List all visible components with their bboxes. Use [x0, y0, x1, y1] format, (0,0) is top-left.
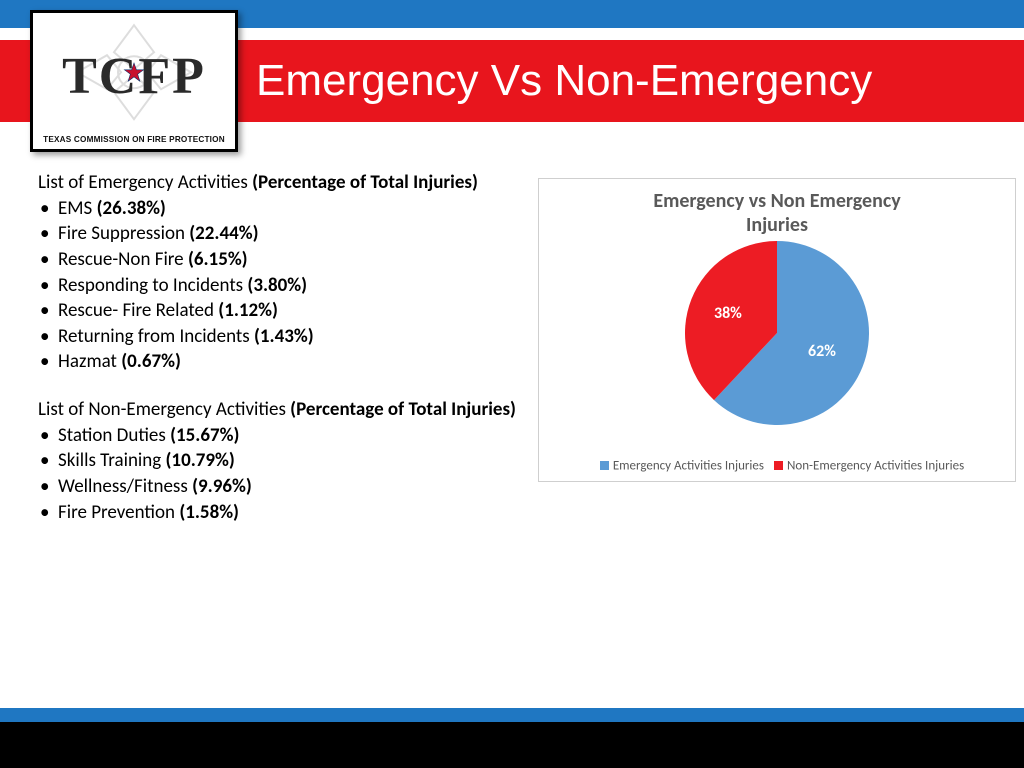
star-icon	[123, 62, 145, 84]
pie-wrap: 62% 38%	[685, 241, 869, 430]
list-item-label: Returning from Incidents	[58, 325, 254, 348]
content-area: List of Emergency Activities (Percentage…	[0, 122, 1024, 547]
list-item-label: Rescue-Non Fire	[58, 248, 188, 271]
list-item-pct: (15.67%)	[170, 424, 239, 447]
list-item: Rescue-Non Fire (6.15%)	[58, 247, 528, 273]
list-item-pct: (6.15%)	[188, 248, 248, 271]
legend-swatch	[600, 461, 609, 470]
list-item: Wellness/Fitness (9.96%)	[58, 474, 528, 500]
list-item-label: Skills Training	[58, 449, 166, 472]
list-item-label: Wellness/Fitness	[58, 475, 192, 498]
emergency-heading: List of Emergency Activities (Percentage…	[38, 170, 528, 196]
bottom-stripe	[0, 708, 1024, 722]
list-item-pct: (9.96%)	[192, 475, 252, 498]
list-item-pct: (1.58%)	[179, 501, 239, 524]
list-item-label: Hazmat	[58, 350, 121, 373]
list-item-pct: (26.38%)	[97, 197, 166, 220]
nonemergency-heading-bold: (Percentage of Total Injuries)	[290, 398, 516, 421]
page-title: Emergency Vs Non-Emergency	[256, 56, 872, 106]
list-item: Returning from Incidents (1.43%)	[58, 324, 528, 350]
list-item: Skills Training (10.79%)	[58, 448, 528, 474]
list-item-label: EMS	[58, 197, 97, 220]
chart-title-line1: Emergency vs Non Emergency	[653, 189, 900, 213]
emergency-heading-prefix: List of Emergency Activities	[38, 171, 252, 194]
list-item-pct: (0.67%)	[121, 350, 181, 373]
chart-title-line2: Injuries	[746, 213, 808, 237]
list-item: Fire Suppression (22.44%)	[58, 221, 528, 247]
list-item-pct: (10.79%)	[166, 449, 235, 472]
logo-subtitle: TEXAS COMMISSION ON FIRE PROTECTION	[33, 135, 235, 144]
emergency-heading-bold: (Percentage of Total Injuries)	[252, 171, 478, 194]
list-item: Fire Prevention (1.58%)	[58, 500, 528, 526]
list-item: Rescue- Fire Related (1.12%)	[58, 298, 528, 324]
logo: TCFP TEXAS COMMISSION ON FIRE PROTECTION	[30, 10, 238, 152]
pie-slice-label: 38%	[714, 304, 742, 323]
list-item-pct: (3.80%)	[247, 274, 307, 297]
list-item-label: Responding to Incidents	[58, 274, 247, 297]
nonemergency-heading: List of Non-Emergency Activities (Percen…	[38, 397, 528, 423]
bottom-bar	[0, 722, 1024, 768]
list-item-label: Fire Suppression	[58, 222, 189, 245]
chart-legend: Emergency Activities Injuries Non-Emergen…	[539, 458, 1015, 473]
list-item-label: Fire Prevention	[58, 501, 179, 524]
list-item-label: Station Duties	[58, 424, 170, 447]
chart-column: Emergency vs Non Emergency Injuries 62% 3…	[528, 170, 998, 547]
list-item: EMS (26.38%)	[58, 196, 528, 222]
pie-svg	[685, 241, 869, 425]
pie-chart: Emergency vs Non Emergency Injuries 62% 3…	[538, 178, 1016, 482]
legend-label: Emergency Activities Injuries	[613, 458, 764, 473]
nonemergency-heading-prefix: List of Non-Emergency Activities	[38, 398, 290, 421]
legend-label: Non-Emergency Activities Injuries	[787, 458, 964, 473]
emergency-list: EMS (26.38%)Fire Suppression (22.44%)Res…	[38, 196, 528, 375]
list-item-pct: (1.43%)	[254, 325, 314, 348]
legend-swatch	[774, 461, 783, 470]
list-item-pct: (22.44%)	[189, 222, 258, 245]
list-item: Station Duties (15.67%)	[58, 423, 528, 449]
list-item: Hazmat (0.67%)	[58, 349, 528, 375]
list-item-label: Rescue- Fire Related	[58, 299, 218, 322]
pie-slice-label: 62%	[808, 342, 836, 361]
list-item-pct: (1.12%)	[218, 299, 278, 322]
chart-title: Emergency vs Non Emergency Injuries	[539, 189, 1015, 237]
text-column: List of Emergency Activities (Percentage…	[38, 170, 528, 547]
list-item: Responding to Incidents (3.80%)	[58, 273, 528, 299]
nonemergency-list: Station Duties (15.67%)Skills Training (…	[38, 423, 528, 526]
